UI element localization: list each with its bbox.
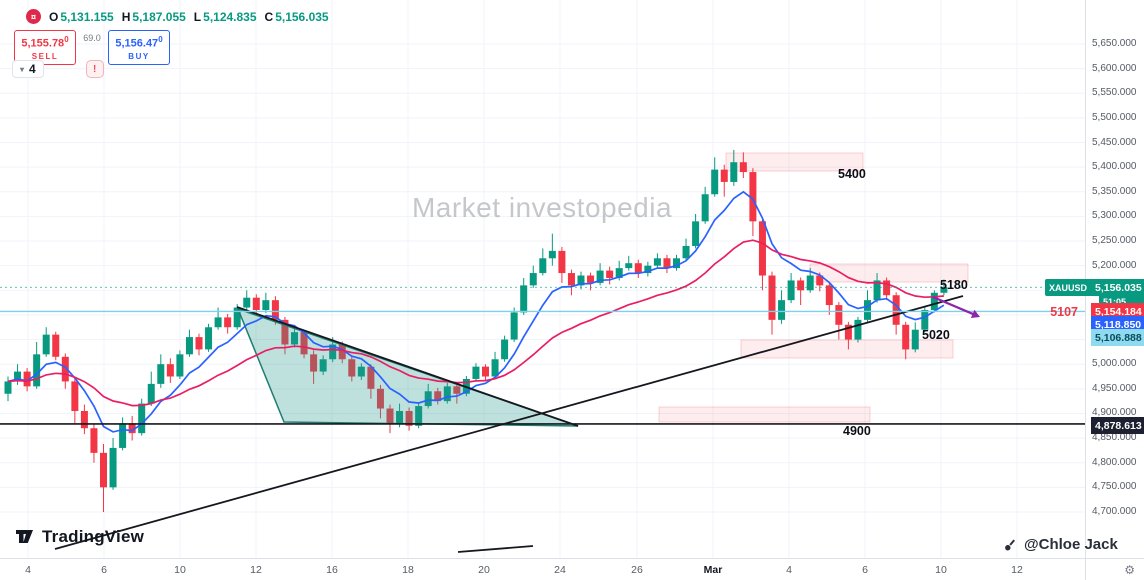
ohlc-high: H 5,187.055 [122, 10, 186, 24]
toolbar-row: ▾ 4 ! [12, 60, 104, 78]
price-label-value: 5,118.850 [1091, 316, 1144, 333]
ohlc-close-value: 5,156.035 [275, 9, 329, 24]
time-tick: 6 [101, 564, 107, 576]
price-label[interactable]: 5,118.850 [1091, 316, 1144, 333]
ohlc-bar: ¤ O 5,131.155 H 5,187.055 L 5,124.835 C 5,15… [26, 9, 329, 24]
price-tick: 4,950.000 [1092, 382, 1137, 394]
ohlc-close: C 5,156.035 [265, 10, 329, 24]
time-axis[interactable]: 4 6 10 12 16 18 20 24 26 Mar 4 6 10 12 [0, 558, 1085, 580]
price-tick: 4,750.000 [1092, 481, 1137, 493]
zone-5400[interactable] [725, 152, 864, 172]
annotation-5020[interactable]: 5020 [922, 328, 950, 342]
time-tick: 10 [174, 564, 186, 576]
spread-value: 69.0 [83, 33, 101, 43]
ohlc-high-value: 5,187.055 [132, 9, 186, 24]
credit-watermark: @Chloe Jack [1002, 536, 1118, 553]
annotation-4900[interactable]: 4900 [843, 424, 871, 438]
price-axis[interactable]: 4,700.000 4,750.000 4,800.000 4,850.000 4,90… [1044, 0, 1144, 558]
sell-button[interactable]: 5,155.780 SELL [14, 30, 76, 65]
tradingview-logo-text: TradingView [42, 526, 145, 546]
tradingview-logo[interactable]: TradingView [14, 526, 144, 547]
time-tick: Mar [703, 564, 723, 576]
candles-layer [4, 149, 948, 512]
chevron-down-icon: ▾ [20, 64, 25, 74]
buy-label: BUY [128, 51, 150, 61]
ohlc-open-value: 5,131.155 [60, 9, 114, 24]
ohlc-open-label: O [49, 9, 59, 24]
price-label-value: 5,156.035 [1091, 279, 1144, 296]
price-tick: 5,650.000 [1092, 38, 1137, 49]
trendline-0[interactable] [54, 295, 964, 550]
time-tick: 20 [478, 564, 490, 576]
axis-corner: ⚙ [1085, 558, 1144, 580]
price-label[interactable]: 5,154.184 [1091, 303, 1144, 320]
annotation-5107[interactable]: 5107 [1050, 305, 1078, 319]
time-tick: 26 [631, 564, 643, 576]
time-tick: 4 [25, 564, 31, 576]
wrench-icon [1004, 538, 1016, 551]
price-label-value: 5,154.184 [1091, 303, 1144, 320]
price-tick: 4,900.000 [1092, 407, 1137, 419]
buy-price: 5,156.470 [115, 35, 163, 50]
time-tick: 16 [326, 564, 338, 576]
zone-4900[interactable] [658, 406, 871, 423]
price-tick: 5,300.000 [1092, 210, 1137, 222]
arrow-head-icon [970, 309, 980, 318]
symbol-tag: XAUUSD [1044, 279, 1091, 296]
ema-slow-line[interactable] [7, 239, 944, 407]
trendline-1[interactable] [236, 306, 579, 427]
warning-icon[interactable]: ! [85, 60, 104, 78]
trendline-2[interactable] [457, 545, 534, 553]
grid-layer [0, 0, 1085, 558]
price-label[interactable]: 5,106.888 [1091, 329, 1144, 346]
zone-5020[interactable] [740, 339, 954, 359]
gear-icon[interactable]: ⚙ [1124, 562, 1135, 577]
interval-value: 4 [29, 62, 36, 76]
interval-selector[interactable]: ▾ 4 [12, 60, 44, 78]
price-tick: 5,200.000 [1092, 259, 1137, 271]
chart-canvas[interactable]: 5400 5180 5020 4900 5107 [0, 0, 1085, 558]
annotation-5180[interactable]: 5180 [940, 278, 968, 292]
price-label-value: 4,878.613 [1091, 417, 1144, 434]
trade-panel: 5,155.780 SELL 69.0 5,156.470 BUY [14, 30, 170, 65]
price-label-value: 5,106.888 [1091, 329, 1144, 346]
time-tick: 12 [250, 564, 262, 576]
price-tick: 5,450.000 [1092, 136, 1137, 148]
projection-arrow[interactable] [932, 295, 977, 317]
ohlc-close-label: C [264, 9, 274, 24]
annotation-5400[interactable]: 5400 [838, 167, 866, 181]
symbol-icon: ¤ [26, 9, 41, 24]
time-tick: 6 [862, 564, 868, 576]
ohlc-low-label: L [193, 9, 202, 24]
price-label[interactable]: 4,878.613 [1091, 417, 1144, 434]
symbol-glyph: ¤ [30, 11, 36, 22]
credit-text: @Chloe Jack [1024, 536, 1118, 553]
price-tick: 5,350.000 [1092, 185, 1137, 197]
sell-label: SELL [31, 51, 59, 61]
price-tick: 5,600.000 [1092, 62, 1137, 74]
time-tick: 18 [402, 564, 414, 576]
ohlc-low: L 5,124.835 [194, 10, 257, 24]
price-tick: 5,500.000 [1092, 111, 1137, 123]
price-tick: 5,400.000 [1092, 161, 1137, 173]
buy-button[interactable]: 5,156.470 BUY [108, 30, 170, 65]
time-tick: 4 [786, 564, 792, 576]
ohlc-open: O 5,131.155 [49, 10, 114, 24]
ohlc-low-value: 5,124.835 [203, 9, 257, 24]
sell-price: 5,155.780 [21, 35, 69, 50]
price-tick: 5,250.000 [1092, 235, 1137, 247]
time-tick: 12 [1011, 564, 1023, 576]
ohlc-high-label: H [121, 9, 131, 24]
price-tick: 5,550.000 [1092, 87, 1137, 99]
price-tick: 4,800.000 [1092, 456, 1137, 468]
time-tick: 10 [935, 564, 947, 576]
time-tick: 24 [554, 564, 566, 576]
price-label[interactable]: XAUUSD 5,156.035 51:05 [1044, 279, 1144, 308]
tradingview-logo-icon [16, 530, 33, 543]
price-tick: 5,000.000 [1092, 358, 1137, 370]
price-tick: 4,850.000 [1092, 432, 1137, 444]
price-tick: 4,700.000 [1092, 505, 1137, 517]
